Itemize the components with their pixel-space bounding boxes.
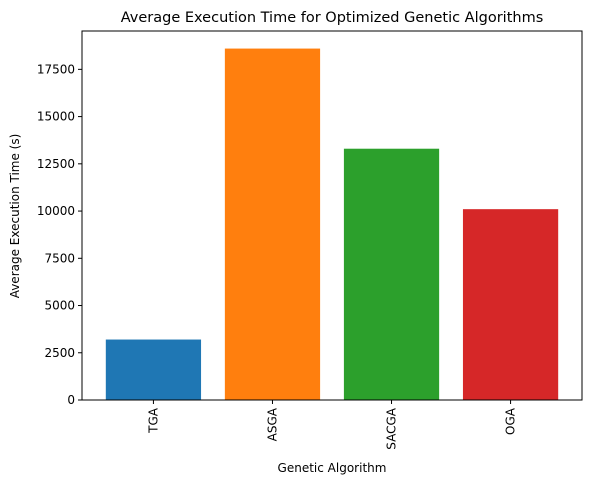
y-tick-label-15000: 15000 bbox=[37, 110, 75, 124]
y-axis-label: Average Execution Time (s) bbox=[8, 134, 22, 299]
y-tick-label-2500: 2500 bbox=[44, 346, 75, 360]
bar-tga bbox=[105, 339, 202, 400]
y-tick-label-12500: 12500 bbox=[37, 157, 75, 171]
y-tick-label-17500: 17500 bbox=[37, 62, 75, 76]
plot-frame bbox=[81, 30, 583, 401]
bar-sacga bbox=[343, 148, 440, 400]
y-axis: 0 2500 5000 7500 10000 12500 15000 17500 bbox=[37, 62, 82, 407]
bar-oga bbox=[462, 209, 559, 400]
plot-area bbox=[105, 48, 559, 400]
y-tick-label-0: 0 bbox=[67, 393, 75, 407]
x-tick-label-oga: OGA bbox=[504, 407, 518, 435]
chart-title: Average Execution Time for Optimized Gen… bbox=[121, 10, 544, 26]
x-axis-label: Genetic Algorithm bbox=[278, 461, 387, 475]
x-tick-label-sacga: SACGA bbox=[385, 407, 399, 450]
y-tick-label-5000: 5000 bbox=[44, 299, 75, 313]
x-axis: TGA ASGA SACGA OGA bbox=[146, 400, 518, 450]
x-tick-label-tga: TGA bbox=[146, 407, 160, 434]
x-tick-label-asga: ASGA bbox=[265, 407, 279, 441]
bar-asga bbox=[224, 48, 321, 400]
y-tick-label-10000: 10000 bbox=[37, 204, 75, 218]
y-tick-label-7500: 7500 bbox=[44, 251, 75, 265]
